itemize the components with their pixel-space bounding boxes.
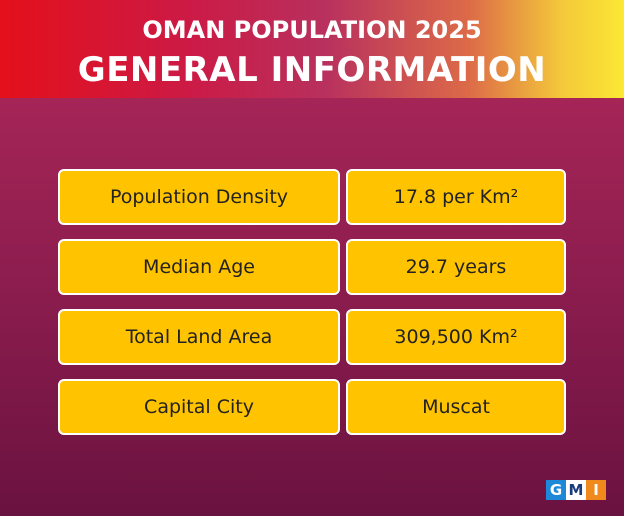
title: OMAN POPULATION 2025	[142, 16, 482, 44]
value-cell: Muscat	[346, 379, 566, 435]
label-cell: Population Density	[58, 169, 340, 225]
header-band: OMAN POPULATION 2025 GENERAL INFORMATION	[0, 0, 624, 98]
label-cell: Total Land Area	[58, 309, 340, 365]
subtitle: GENERAL INFORMATION	[77, 50, 547, 90]
logo-letter: I	[586, 480, 606, 500]
logo-letter: G	[546, 480, 566, 500]
label-cell: Median Age	[58, 239, 340, 295]
value-cell: 309,500 Km²	[346, 309, 566, 365]
label-cell: Capital City	[58, 379, 340, 435]
value-cell: 17.8 per Km²	[346, 169, 566, 225]
value-cell: 29.7 years	[346, 239, 566, 295]
logo-letter: M	[566, 480, 586, 500]
